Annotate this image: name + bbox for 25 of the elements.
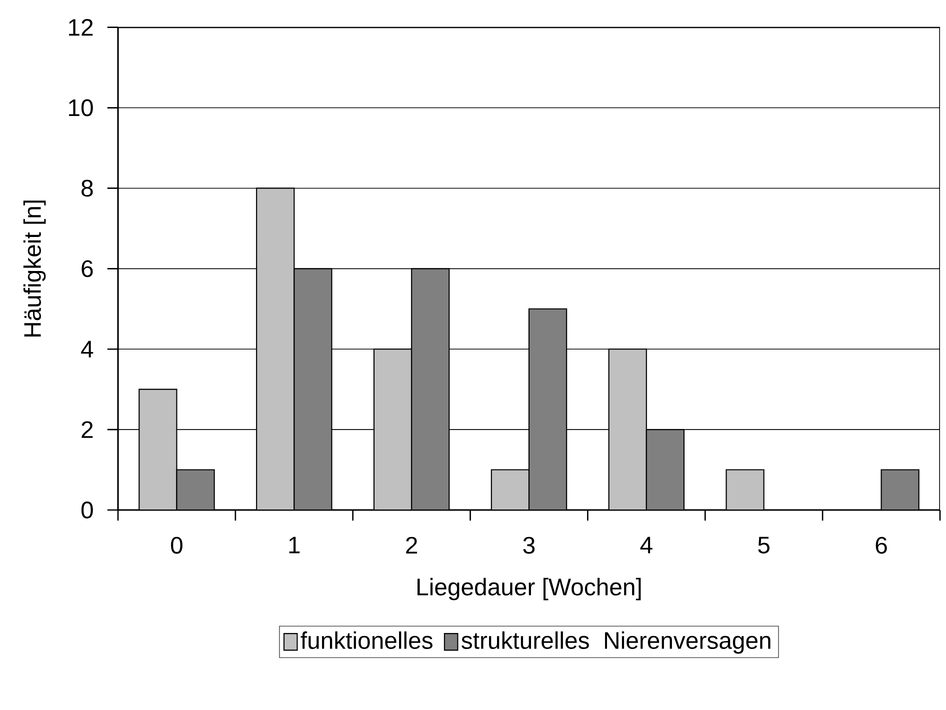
y-tick-label: 10 [69, 99, 93, 116]
legend-label: strukturelles [462, 631, 589, 649]
x-tick-label: 4 [640, 536, 652, 554]
legend-title: Nierenversagen [605, 631, 770, 654]
x-tick-label: 6 [876, 536, 887, 554]
x-tick-label: 0 [171, 536, 182, 554]
y-tick-label: 6 [82, 260, 93, 278]
y-tick-label: 12 [69, 18, 93, 36]
y-tick-label: 4 [81, 340, 94, 358]
bar [608, 348, 647, 510]
bar [256, 188, 295, 510]
x-tick-label: 2 [406, 536, 418, 554]
x-tick-label: 1 [289, 536, 300, 554]
x-axis-title: Liegedauer [Wochen] [418, 578, 641, 600]
legend-label: funktionelles [300, 631, 432, 649]
y-axis-title: Häufigkeit [n] [23, 200, 46, 336]
bar [490, 469, 530, 510]
x-tick-label: 5 [758, 536, 770, 554]
y-tick-label: 8 [82, 180, 93, 197]
y-tick-label: 0 [81, 502, 93, 518]
y-tick-label: 2 [82, 421, 93, 438]
bar [726, 469, 764, 510]
bar [138, 388, 178, 510]
bar [373, 348, 412, 510]
x-tick-label: 3 [523, 536, 535, 554]
